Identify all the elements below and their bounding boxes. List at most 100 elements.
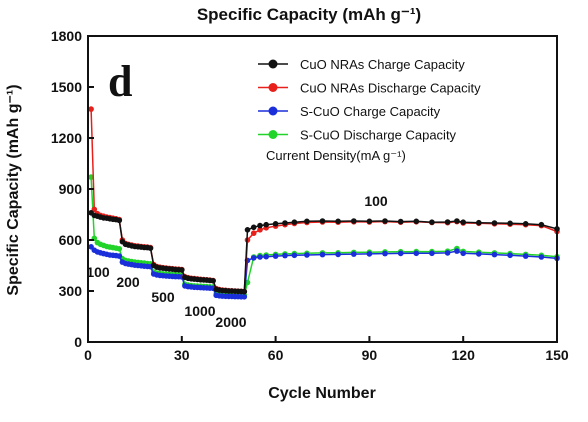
data-point xyxy=(282,220,288,226)
data-point xyxy=(291,252,298,259)
x-tick-label: 60 xyxy=(268,347,284,363)
data-point xyxy=(413,218,420,225)
data-point xyxy=(210,278,216,284)
data-point xyxy=(382,218,388,224)
legend-note: Current Density(mA g⁻¹) xyxy=(266,148,406,163)
data-point xyxy=(335,218,341,225)
data-point xyxy=(491,220,498,226)
data-point xyxy=(179,267,185,273)
data-point xyxy=(335,251,341,258)
data-point xyxy=(382,250,388,257)
data-point xyxy=(304,252,310,258)
legend-swatch-marker xyxy=(268,130,278,139)
data-point xyxy=(397,250,404,257)
x-tick-label: 150 xyxy=(545,347,569,363)
series-2 xyxy=(88,244,560,300)
data-point xyxy=(88,106,94,112)
legend-entry: S-CuO Charge Capacity xyxy=(300,104,441,119)
data-point xyxy=(241,294,248,300)
data-point xyxy=(454,248,460,254)
y-tick-label: 0 xyxy=(74,334,82,350)
data-point xyxy=(116,253,123,259)
y-tick-label: 1200 xyxy=(51,130,82,146)
data-point xyxy=(522,221,529,227)
data-point xyxy=(241,288,248,295)
data-point xyxy=(147,245,154,251)
data-point xyxy=(476,219,482,226)
data-point xyxy=(454,218,460,224)
data-point xyxy=(538,221,545,228)
panel-label: d xyxy=(108,57,132,106)
data-point xyxy=(413,250,420,257)
current-density-label: 500 xyxy=(151,289,175,305)
plot-area xyxy=(88,106,560,300)
legend-entry: CuO NRAs Discharge Capacity xyxy=(300,81,481,96)
chart-title: Specific Capacity (mAh g⁻¹) xyxy=(197,5,421,24)
data-point xyxy=(351,251,357,257)
current-density-label: 200 xyxy=(116,274,140,290)
data-point xyxy=(476,251,482,257)
data-point xyxy=(250,224,257,231)
data-point xyxy=(522,253,529,259)
data-point xyxy=(460,250,467,257)
current-density-label: 100 xyxy=(364,193,388,209)
data-point xyxy=(272,253,279,259)
data-point xyxy=(116,246,123,252)
data-point xyxy=(429,219,435,225)
data-point xyxy=(429,250,435,257)
x-axis-label: Cycle Number xyxy=(268,385,376,402)
data-point xyxy=(491,251,498,258)
legend-swatch-marker xyxy=(268,83,278,92)
legend-swatch-marker xyxy=(268,59,278,69)
data-point xyxy=(444,250,451,256)
x-tick-label: 0 xyxy=(84,347,92,363)
data-point xyxy=(116,217,123,224)
x-axis: 0 30 60 90 120 150 xyxy=(84,336,569,363)
x-tick-label: 90 xyxy=(362,347,378,363)
data-point xyxy=(319,251,326,258)
data-point xyxy=(538,254,545,260)
y-tick-label: 600 xyxy=(59,232,83,248)
data-point xyxy=(507,220,513,227)
data-point xyxy=(244,227,251,233)
data-point xyxy=(272,221,279,227)
y-tick-label: 1500 xyxy=(51,79,82,95)
data-point xyxy=(257,254,263,260)
data-point xyxy=(304,218,310,225)
data-point xyxy=(257,222,263,229)
data-point xyxy=(444,219,451,225)
series-3 xyxy=(88,174,560,299)
y-tick-label: 300 xyxy=(59,283,83,299)
y-axis-label: Specific Capacity (mAh g⁻¹) xyxy=(5,84,22,295)
data-point xyxy=(282,252,288,259)
data-point xyxy=(366,218,373,225)
current-density-label: 1000 xyxy=(184,303,215,319)
y-axis: 0 300 600 900 1200 1500 1800 xyxy=(51,28,94,350)
legend-swatch-marker xyxy=(268,106,278,116)
x-tick-label: 120 xyxy=(452,347,476,363)
current-density-label: 2000 xyxy=(215,314,246,330)
legend: CuO NRAs Charge Capacity CuO NRAs Dischar… xyxy=(258,57,481,143)
legend-entry: CuO NRAs Charge Capacity xyxy=(300,57,465,72)
series-0 xyxy=(88,210,560,295)
legend-entry: S-CuO Discharge Capacity xyxy=(300,128,457,143)
data-point xyxy=(366,251,373,257)
data-point xyxy=(397,218,404,225)
data-point xyxy=(507,252,513,259)
y-tick-label: 900 xyxy=(59,181,83,197)
data-point xyxy=(257,227,263,233)
data-point xyxy=(263,221,270,228)
data-point xyxy=(250,230,257,236)
data-point xyxy=(263,253,270,260)
y-tick-label: 1800 xyxy=(51,28,82,44)
data-point xyxy=(250,255,257,261)
current-density-label: 100 xyxy=(86,264,110,280)
data-point xyxy=(460,219,467,225)
data-point xyxy=(351,218,357,224)
data-point xyxy=(291,219,298,225)
data-point xyxy=(319,218,326,224)
x-tick-label: 30 xyxy=(174,347,190,363)
